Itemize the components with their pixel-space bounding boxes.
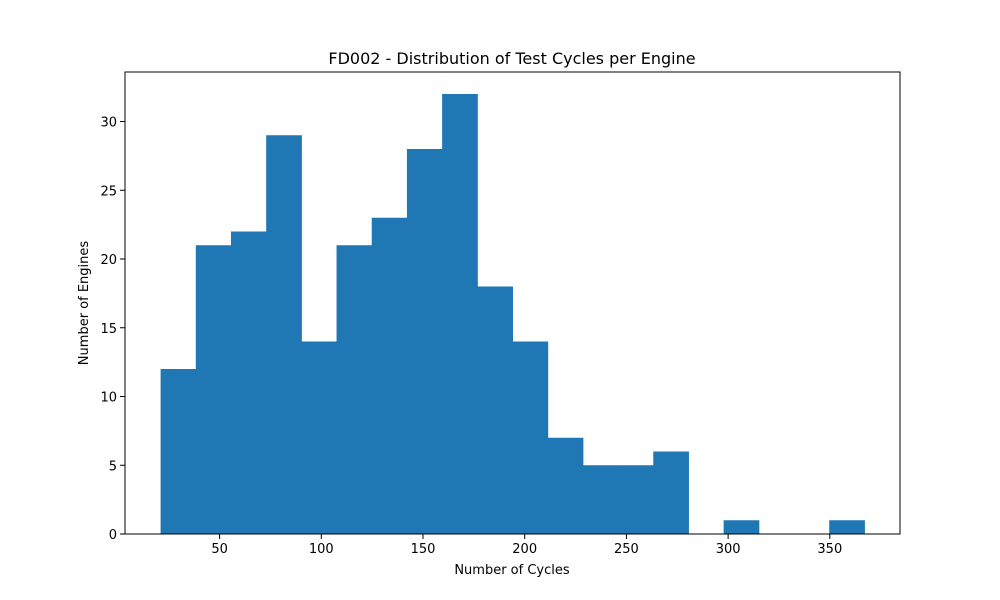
x-tick-label: 350 bbox=[817, 542, 842, 557]
y-tick-label: 5 bbox=[109, 459, 117, 474]
histogram-bar bbox=[160, 369, 197, 534]
x-tick-label: 200 bbox=[512, 542, 537, 557]
x-axis-ticks: 50 100 150 200 250 300 350 bbox=[211, 534, 842, 557]
histogram-bar bbox=[477, 286, 513, 534]
histogram-bar bbox=[829, 520, 865, 534]
x-tick-label: 50 bbox=[211, 542, 228, 557]
histogram-bar bbox=[618, 465, 654, 534]
y-tick-label: 0 bbox=[109, 528, 117, 543]
y-tick-label: 25 bbox=[100, 184, 117, 199]
x-tick-label: 300 bbox=[716, 542, 741, 557]
y-tick-label: 20 bbox=[100, 253, 117, 268]
histogram-bar bbox=[336, 245, 373, 534]
histogram-bar bbox=[723, 520, 760, 534]
x-tick-label: 100 bbox=[309, 542, 334, 557]
y-tick-label: 15 bbox=[100, 322, 117, 337]
y-axis-label: Number of Engines bbox=[77, 241, 92, 366]
bars-group bbox=[160, 94, 865, 534]
x-tick-label: 150 bbox=[411, 542, 436, 557]
y-axis-ticks: 0 5 10 15 20 25 30 bbox=[100, 116, 125, 543]
plot-frame bbox=[124, 71, 901, 535]
x-axis-label: Number of Cycles bbox=[454, 563, 570, 578]
histogram-bar bbox=[301, 341, 338, 534]
histogram-bar bbox=[230, 231, 267, 534]
y-tick-label: 30 bbox=[100, 116, 117, 131]
chart-title: FD002 - Distribution of Test Cycles per … bbox=[328, 49, 695, 68]
x-tick-label: 250 bbox=[614, 542, 639, 557]
histogram-bar bbox=[512, 341, 549, 534]
histogram-bar bbox=[547, 437, 584, 534]
histogram-bar bbox=[266, 135, 302, 534]
histogram-bar bbox=[582, 465, 619, 534]
histogram-bar bbox=[653, 451, 689, 534]
y-tick-label: 10 bbox=[100, 391, 117, 406]
histogram-bar bbox=[371, 217, 408, 534]
histogram-bar bbox=[406, 149, 443, 534]
histogram-bar bbox=[195, 245, 232, 534]
histogram-bar bbox=[442, 94, 478, 534]
